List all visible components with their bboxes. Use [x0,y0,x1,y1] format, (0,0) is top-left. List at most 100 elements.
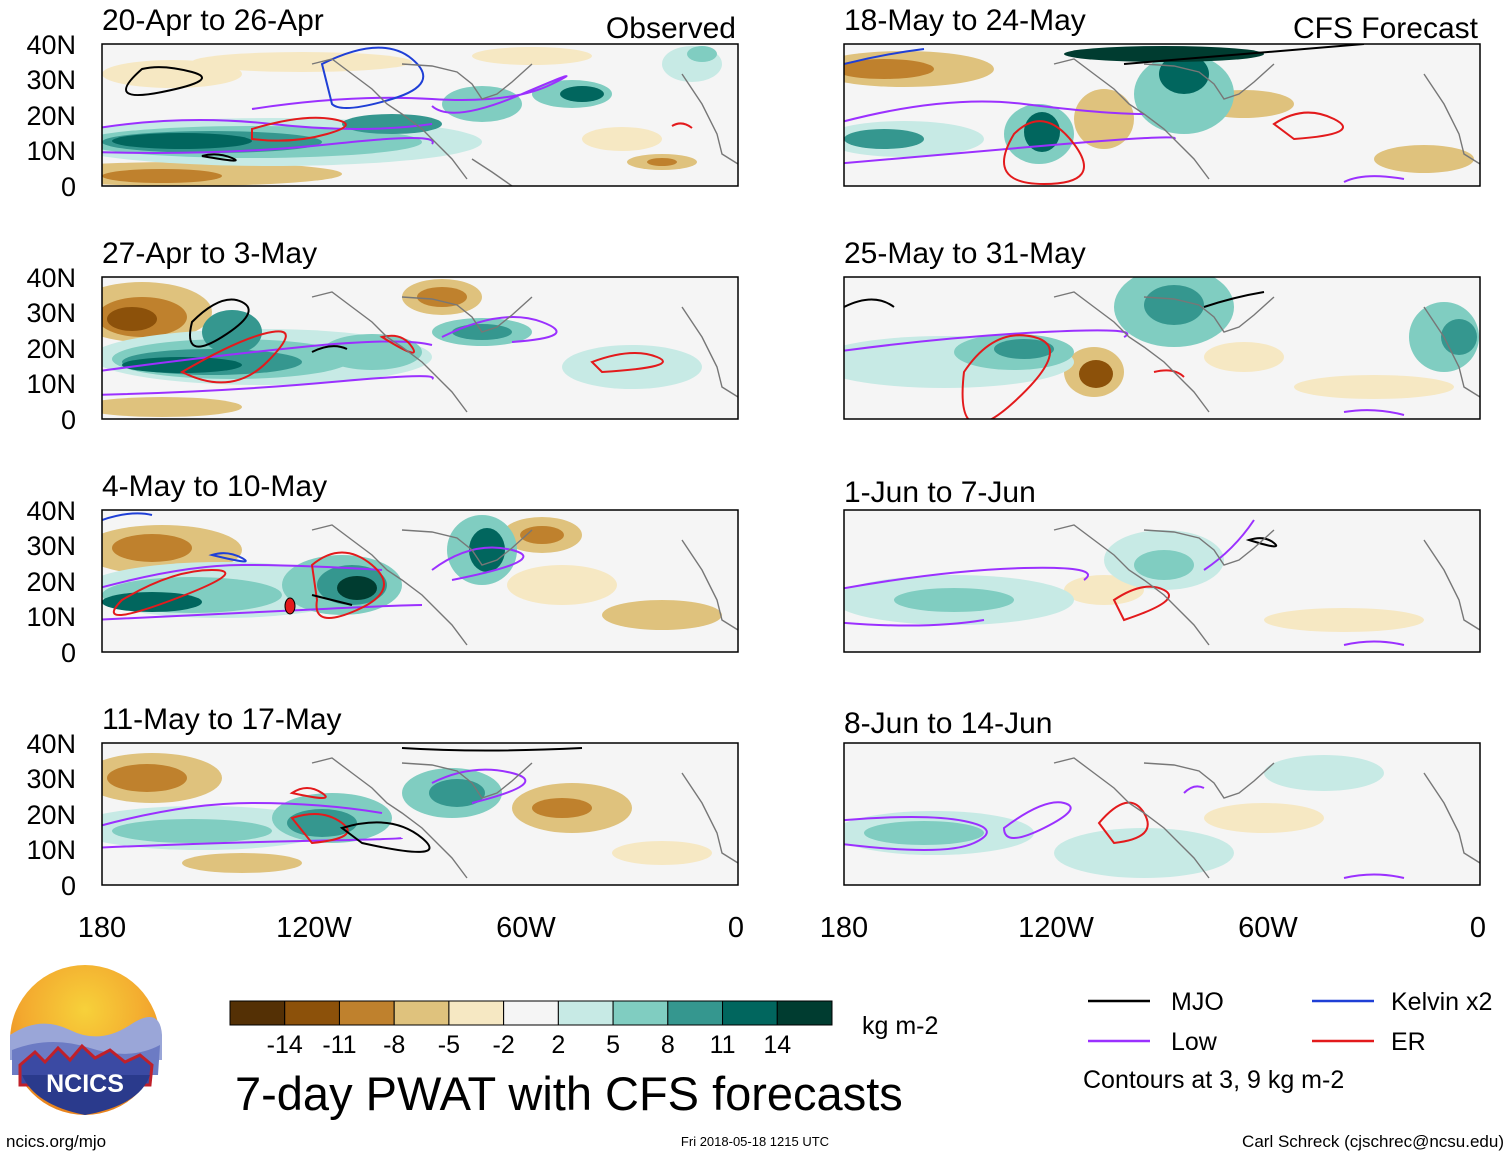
ncics-logo: NCICS [10,965,162,1115]
legend: MJO Kelvin x2 Low ER Contours at 3, 9 kg… [1083,988,1492,1094]
lat-label: 20N [26,567,76,597]
colorbar-tick-label: 11 [710,1031,736,1059]
panel-title: 8-Jun to 14-Jun [844,707,1052,740]
panel-title: 4-May to 10-May [102,470,327,503]
lon-label: 120W [276,912,352,944]
colorbar-swatch [448,1000,505,1026]
panel-title: 25-May to 31-May [844,237,1086,270]
logo-text: NCICS [46,1070,124,1098]
lat-label: 0 [61,638,76,668]
colorbar-swatch [284,1000,340,1026]
lat-axis-panel-1: 40N 30N 20N 10N 0 [26,263,76,435]
pwat-anomaly-field [844,277,1480,419]
lon-label: 180 [820,912,868,944]
colorbar-swatch [612,1000,669,1026]
legend-item-mjo: MJO [1088,988,1224,1016]
colorbar-unit: kg m-2 [862,1012,938,1040]
panel-25may-31may [843,276,1481,420]
lon-label: 60W [1238,912,1298,944]
colorbar-tick-label: 5 [606,1031,620,1059]
panel-title: 11-May to 17-May [102,703,342,736]
panel-11may-17may [101,742,739,886]
colorbar-swatch [557,1000,614,1026]
colorbar-tick-label: -2 [493,1031,515,1059]
legend-item-kelvin: Kelvin x2 [1312,988,1492,1016]
footer-center: Fri 2018-05-18 1215 UTC [681,1134,829,1149]
lat-label: 0 [61,871,76,901]
pwat-anomaly-field [102,510,738,652]
colorbar-swatch [338,1000,395,1026]
lat-label: 30N [26,65,76,95]
lat-axis-panel-0: 40N 30N 20N 10N 0 [26,30,76,202]
panel-title: 18-May to 24-May [844,4,1086,37]
panel-8jun-14jun [843,742,1481,886]
panel-title: 1-Jun to 7-Jun [844,476,1036,509]
lon-label: 180 [78,912,126,944]
colorbar-tick-label: 2 [551,1031,565,1059]
footer-left: ncics.org/mjo [6,1132,106,1151]
colorbar-swatch [776,1000,833,1026]
colorbar-swatch [393,1000,450,1026]
lon-axis-left: 180 120W 60W 0 [78,912,744,944]
lat-label: 10N [26,602,76,632]
legend-label: ER [1391,1028,1426,1056]
lat-label: 10N [26,136,76,166]
lat-label: 0 [61,172,76,202]
colorbar-tick-label: 8 [661,1031,675,1059]
panel-title: 20-Apr to 26-Apr [102,4,324,37]
legend-item-low: Low [1088,1028,1218,1056]
lon-label: 60W [496,912,556,944]
pwat-anomaly-field [844,510,1480,652]
lon-label: 0 [1470,912,1486,944]
pwat-anomaly-field [102,277,738,419]
panel-27apr-3may [101,276,739,420]
legend-item-er: ER [1312,1028,1426,1056]
lat-label: 20N [26,101,76,131]
main-title: 7-day PWAT with CFS forecasts [235,1067,903,1120]
panel-20apr-26apr [101,43,739,187]
panel-title: 27-Apr to 3-May [102,237,317,270]
colorbar-tick-label: 14 [763,1031,791,1059]
legend-label: MJO [1171,988,1224,1016]
lat-label: 30N [26,531,76,561]
lon-label: 120W [1018,912,1094,944]
lat-axis-panel-3: 40N 30N 20N 10N 0 [26,729,76,901]
colorbar-swatch [503,1000,559,1026]
colorbar-tick-label: -8 [383,1031,405,1059]
panel-tag: Observed [606,12,736,45]
panel-4may-10may [101,509,739,653]
pwat-anomaly-field [844,44,1480,186]
colorbar-swatch [667,1000,724,1026]
lat-label: 20N [26,800,76,830]
lat-axis-panel-2: 40N 30N 20N 10N 0 [26,496,76,668]
lon-axis-right: 180 120W 60W 0 [820,912,1486,944]
colorbar-swatch [722,1000,778,1026]
lat-label: 10N [26,835,76,865]
panel-1jun-7jun [843,509,1481,653]
colorbar-tick-label: -11 [322,1031,356,1059]
colorbar: -14 -11 -8 -5 -2 2 5 8 11 14 [229,1000,833,1059]
colorbar-tick-label: -5 [438,1031,460,1059]
lat-label: 0 [61,405,76,435]
legend-label: Low [1171,1028,1218,1056]
lat-label: 40N [26,729,76,759]
pwat-anomaly-field [102,743,738,885]
lon-label: 0 [728,912,744,944]
panel-18may-24may [843,43,1481,187]
legend-note: Contours at 3, 9 kg m-2 [1083,1066,1344,1094]
lat-label: 10N [26,369,76,399]
legend-label: Kelvin x2 [1391,988,1492,1016]
lat-label: 30N [26,764,76,794]
lat-label: 40N [26,263,76,293]
lat-label: 20N [26,334,76,364]
lat-label: 40N [26,30,76,60]
pwat-anomaly-field [844,743,1480,885]
lat-label: 40N [26,496,76,526]
footer-right: Carl Schreck (cjschrec@ncsu.edu) [1242,1132,1504,1151]
colorbar-tick-label: -14 [267,1031,303,1059]
colorbar-swatch [229,1000,286,1026]
pwat-anomaly-field [102,44,738,186]
panel-tag: CFS Forecast [1293,12,1479,45]
lat-label: 30N [26,298,76,328]
